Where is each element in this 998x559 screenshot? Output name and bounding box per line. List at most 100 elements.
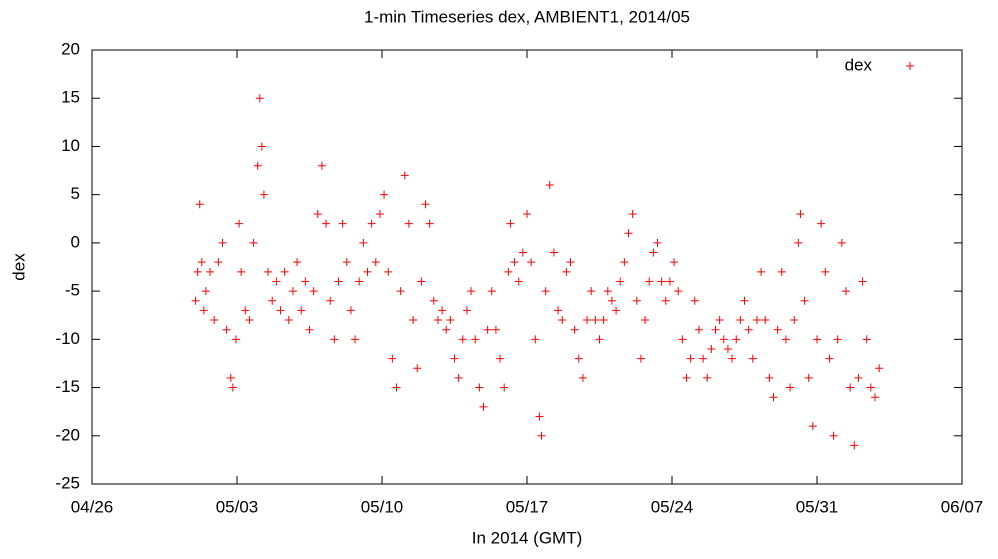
point xyxy=(599,316,608,325)
point xyxy=(392,383,401,392)
point xyxy=(255,94,264,103)
point xyxy=(506,219,515,228)
point xyxy=(309,287,318,296)
point xyxy=(769,393,778,402)
point xyxy=(363,267,372,276)
point xyxy=(253,161,262,170)
point xyxy=(566,258,575,267)
point xyxy=(740,296,749,305)
point xyxy=(346,306,355,315)
point xyxy=(231,335,240,344)
point xyxy=(450,354,459,363)
point xyxy=(471,335,480,344)
point xyxy=(313,209,322,218)
point xyxy=(842,287,850,296)
point xyxy=(237,267,246,276)
point xyxy=(796,209,805,218)
point xyxy=(195,200,204,209)
point xyxy=(657,277,666,286)
point xyxy=(603,287,612,296)
point xyxy=(193,267,202,276)
point xyxy=(433,316,442,325)
point xyxy=(562,267,571,276)
point xyxy=(518,248,527,257)
point xyxy=(425,219,434,228)
point xyxy=(678,335,687,344)
point xyxy=(862,335,871,344)
point xyxy=(413,364,422,373)
point xyxy=(574,354,583,363)
point xyxy=(297,306,306,315)
x-tick-label: 05/10 xyxy=(361,497,404,516)
point xyxy=(351,335,360,344)
point xyxy=(409,316,418,325)
point xyxy=(808,422,817,431)
point xyxy=(523,209,531,218)
x-tick-label: 05/17 xyxy=(506,497,549,516)
point xyxy=(201,287,210,296)
point xyxy=(442,325,451,334)
point xyxy=(583,316,592,325)
x-axis-label: In 2014 (GMT) xyxy=(472,528,583,547)
point xyxy=(367,219,376,228)
point xyxy=(334,277,343,286)
point xyxy=(554,306,563,315)
point xyxy=(549,248,558,257)
point xyxy=(462,306,471,315)
point xyxy=(400,171,409,180)
point xyxy=(326,296,335,305)
point xyxy=(417,277,426,286)
point xyxy=(284,316,293,325)
point xyxy=(587,287,596,296)
point xyxy=(837,238,846,247)
y-tick-label: 15 xyxy=(61,88,80,107)
point xyxy=(214,258,223,267)
point xyxy=(338,219,347,228)
point xyxy=(206,267,215,276)
point xyxy=(871,393,879,402)
point xyxy=(773,325,782,334)
point xyxy=(732,335,741,344)
point xyxy=(268,296,277,305)
point xyxy=(591,316,600,325)
point xyxy=(825,354,834,363)
x-tick-label: 05/24 xyxy=(651,497,694,516)
y-tick-label: -15 xyxy=(55,377,80,396)
point xyxy=(661,296,670,305)
point xyxy=(682,373,691,382)
point xyxy=(322,219,331,228)
plot-frame xyxy=(91,49,963,485)
point xyxy=(272,277,281,286)
point xyxy=(280,267,289,276)
point xyxy=(570,325,579,334)
point xyxy=(777,267,786,276)
point xyxy=(218,238,227,247)
point xyxy=(628,209,637,218)
point xyxy=(241,306,250,315)
point xyxy=(612,306,621,315)
y-tick-label: 0 xyxy=(71,232,80,251)
point xyxy=(404,219,413,228)
point xyxy=(537,431,546,440)
point xyxy=(483,325,492,334)
point xyxy=(222,325,231,334)
point xyxy=(846,383,855,392)
point xyxy=(301,277,310,286)
point xyxy=(276,306,285,315)
point xyxy=(620,258,629,267)
point xyxy=(429,296,438,305)
point xyxy=(288,287,297,296)
point xyxy=(210,316,219,325)
point xyxy=(854,373,863,382)
point xyxy=(821,267,830,276)
point xyxy=(317,161,326,170)
point xyxy=(446,316,455,325)
point xyxy=(245,316,254,325)
point xyxy=(607,296,616,305)
y-tick-label: 10 xyxy=(61,136,80,155)
point xyxy=(786,383,795,392)
point xyxy=(535,412,544,421)
chart-title: 1-min Timeseries dex, AMBIENT1, 2014/05 xyxy=(364,7,690,26)
